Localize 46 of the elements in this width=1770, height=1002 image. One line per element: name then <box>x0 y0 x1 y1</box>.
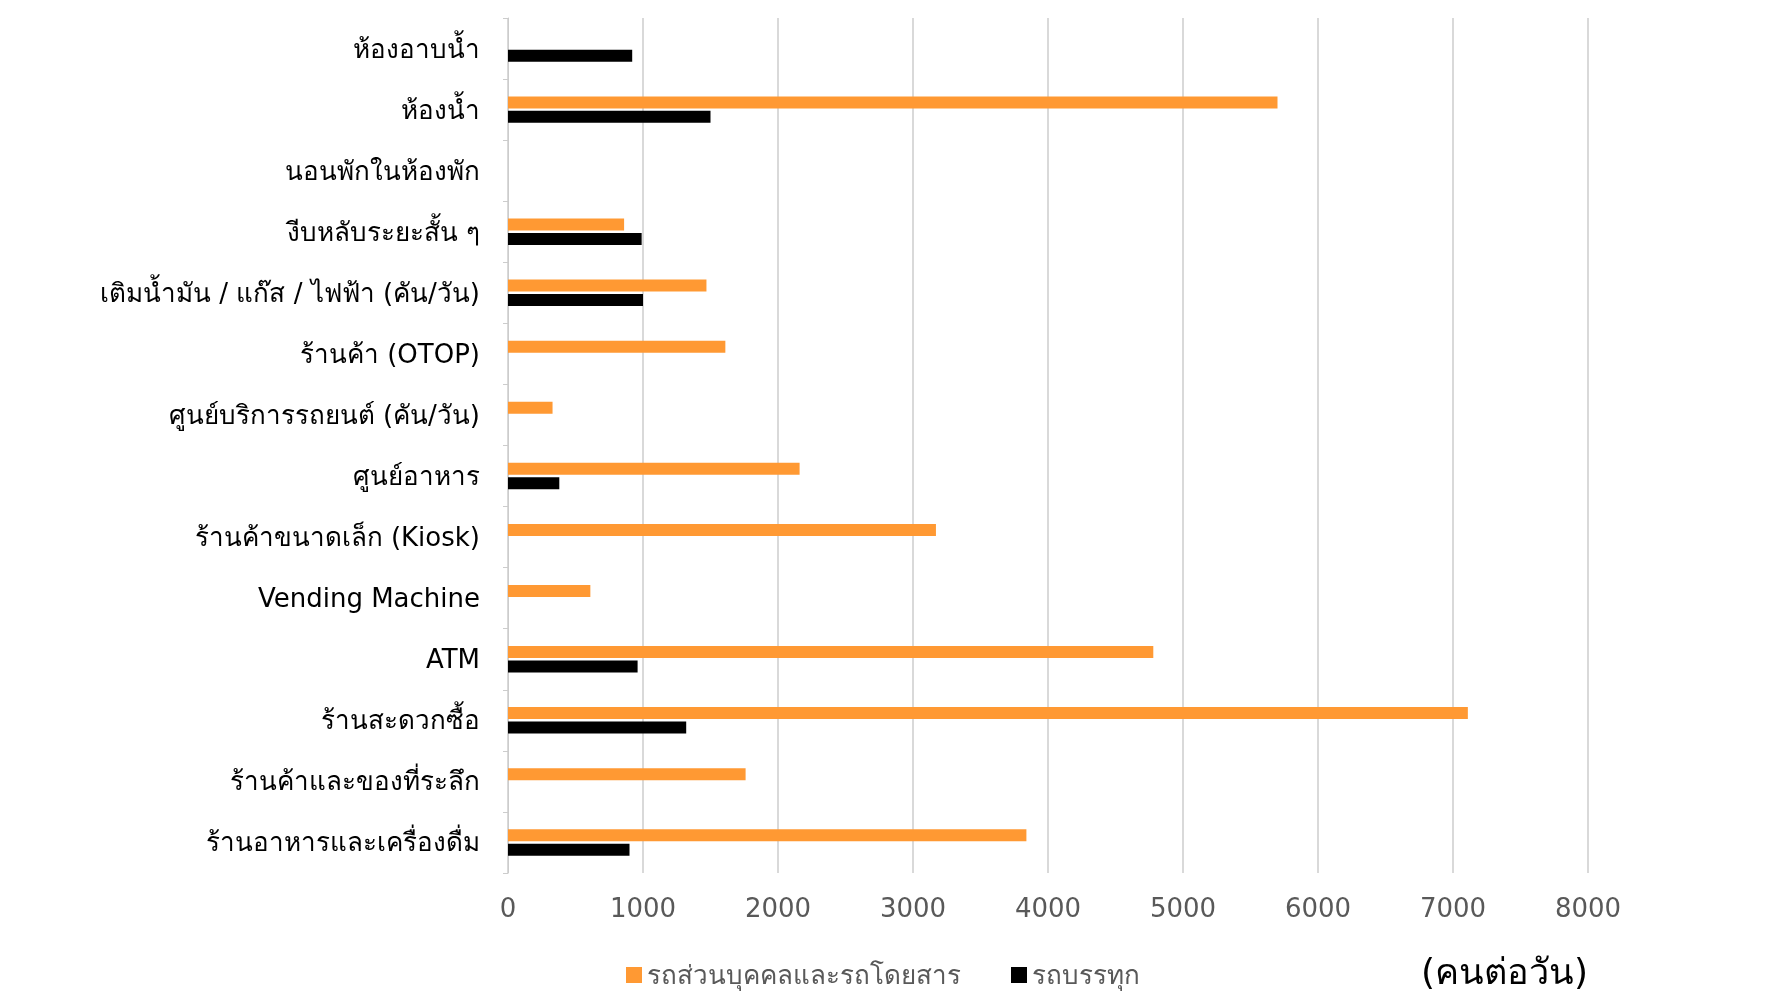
bar <box>508 49 633 62</box>
bar <box>508 707 1468 720</box>
x-tick-label: 1000 <box>609 893 677 923</box>
bar <box>508 843 630 856</box>
bar <box>508 96 1278 109</box>
bar <box>508 110 711 123</box>
y-tick-label: ห้องอาบน้ำ <box>353 29 480 64</box>
bar <box>508 232 642 245</box>
bar <box>508 477 560 490</box>
bar <box>508 721 687 734</box>
y-tick-label: ร้านสะดวกซื้อ <box>321 701 480 736</box>
x-tick-label: 6000 <box>1284 893 1352 923</box>
bar <box>508 218 625 231</box>
bar <box>508 401 553 414</box>
y-tick-label: ศูนย์บริการรถยนต์ (คัน/วัน) <box>168 399 480 431</box>
y-tick-label: ร้านอาหารและเครื่องดื่ม <box>206 824 480 858</box>
bar <box>508 279 707 292</box>
y-tick-label: ร้านค้า (OTOP) <box>299 338 480 369</box>
x-tick-label: 7000 <box>1419 893 1487 923</box>
x-tick-label: 8000 <box>1554 893 1622 923</box>
bar <box>508 660 638 673</box>
y-tick-label: งีบหลับระยะสั้น ๆ <box>284 212 480 247</box>
y-tick-label: นอนพักในห้องพัก <box>285 155 480 186</box>
x-axis-title: (คนต่อวัน) <box>1420 950 1588 992</box>
bar <box>508 768 746 781</box>
y-tick-label: ATM <box>425 644 480 675</box>
bar <box>508 584 591 597</box>
y-tick-label: เติมน้ำมัน / แก๊ส / ไฟฟ้า (คัน/วัน) <box>100 273 480 308</box>
bar <box>508 294 643 307</box>
legend-label: รถส่วนบุคคลและรถโดยสาร <box>647 960 961 991</box>
y-tick-label: ศูนย์อาหาร <box>353 461 480 493</box>
y-tick-label: ร้านค้าขนาดเล็ก (Kiosk) <box>194 521 480 553</box>
bar <box>508 523 936 536</box>
bar <box>508 646 1154 659</box>
x-tick-label: 2000 <box>744 893 812 923</box>
y-tick-label: ห้องน้ำ <box>401 90 480 125</box>
y-tick-label: Vending Machine <box>257 583 480 614</box>
x-tick-label: 4000 <box>1014 893 1082 923</box>
x-tick-label: 3000 <box>879 893 947 923</box>
y-tick-label: ร้านค้าและของที่ระลึก <box>230 763 480 797</box>
legend-label: รถบรรทุก <box>1032 960 1140 991</box>
x-tick-label: 0 <box>499 893 517 923</box>
x-tick-label: 5000 <box>1149 893 1217 923</box>
bar <box>508 340 726 353</box>
bar <box>508 829 1027 842</box>
bar <box>508 462 800 475</box>
